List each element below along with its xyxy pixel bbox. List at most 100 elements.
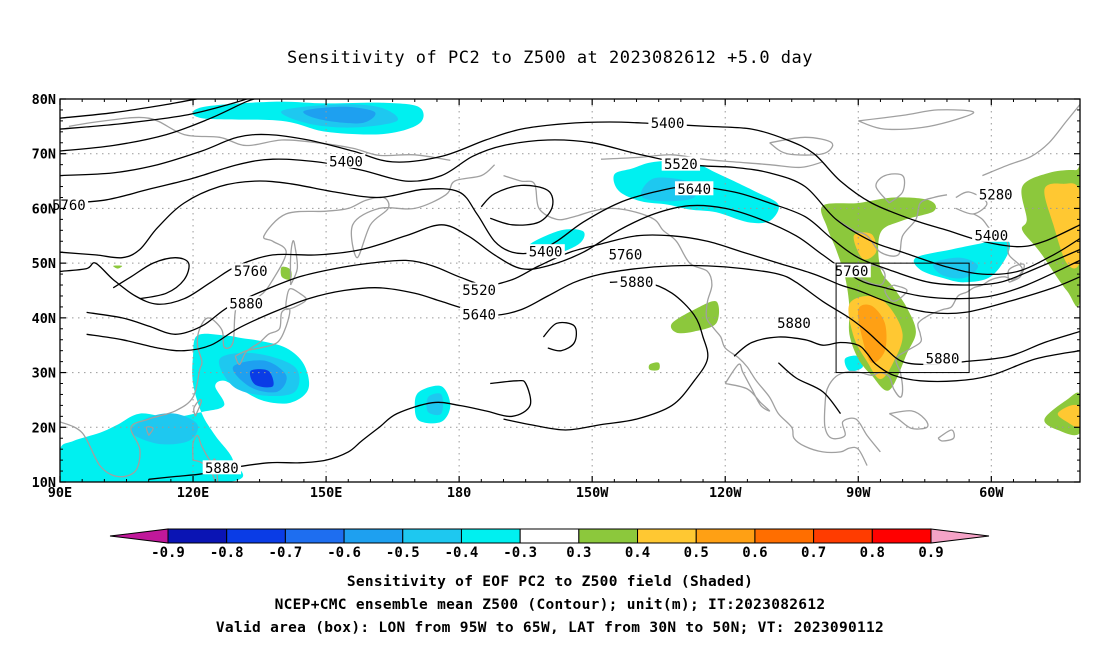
lon-label-120: 120E — [177, 485, 210, 501]
colorbar-segment-8 — [637, 528, 697, 544]
colorbar-arrow-left — [109, 528, 169, 544]
lon-label-210: 150W — [576, 485, 609, 501]
coastline-8 — [823, 213, 1023, 453]
colorbar-segment-2 — [284, 528, 345, 544]
map-frame — [59, 98, 1081, 483]
caption-valid-area: Valid area (box): LON from 95W to 65W, L… — [215, 620, 885, 636]
shading-neg-weak-15 — [844, 355, 864, 372]
lon-label-300: 60W — [979, 485, 1004, 501]
colorbar-label-9: 0.5 — [684, 545, 709, 561]
coastline-12 — [848, 264, 886, 286]
z500-contour-7 — [60, 204, 1080, 305]
colorbar-segment-10 — [754, 528, 815, 544]
z500-contour-15 — [777, 362, 842, 415]
coastline-22 — [724, 363, 771, 412]
contour-label-10: 5760 — [234, 264, 268, 280]
coastline-9 — [888, 410, 929, 430]
contour-label-5: 5400 — [329, 154, 363, 170]
colorbar-label-10: 0.6 — [742, 545, 767, 561]
lat-label-20: 20N — [32, 420, 56, 436]
contour-label-0: 5400 — [651, 116, 685, 132]
coastline-10 — [937, 429, 955, 442]
contour-label-6: 5400 — [529, 245, 563, 261]
contour-label-16: 5880 — [926, 351, 960, 367]
colorbar-label-12: 0.8 — [860, 545, 885, 561]
lat-label-70: 70N — [32, 147, 56, 163]
figure-title: Sensitivity of PC2 to Z500 at 2023082612… — [286, 48, 813, 68]
contour-label-bg-14 — [832, 263, 871, 278]
colorbar-segment-12 — [871, 528, 932, 544]
lat-label-50: 50N — [32, 256, 56, 272]
caption-shaded: Sensitivity of EOF PC2 to Z500 field (Sh… — [346, 574, 754, 590]
coastline-1 — [234, 308, 291, 366]
shading-neg-mid-14 — [426, 393, 444, 416]
contour-label-1: 5520 — [664, 157, 698, 173]
lon-label-150: 150E — [310, 485, 343, 501]
colorbar-label-6: -0.3 — [503, 545, 537, 561]
contour-label-4: 5400 — [974, 228, 1008, 244]
lat-label-80: 80N — [32, 92, 56, 108]
contour-label-17: 5880 — [205, 461, 239, 477]
contour-label-bg-16 — [923, 350, 962, 365]
coastline-21 — [68, 116, 451, 161]
colorbar-segment-1 — [226, 528, 286, 544]
lon-label-90: 90E — [48, 485, 72, 501]
coastline-0 — [60, 164, 496, 478]
contour-label-15: 5880 — [777, 316, 811, 332]
shading-pos-mid-21 — [1044, 183, 1080, 269]
contour-label-9: 5760 — [52, 198, 86, 214]
colorbar-label-2: -0.7 — [269, 545, 303, 561]
contour-label-2: 5640 — [677, 182, 711, 198]
lon-label-270: 90W — [846, 485, 871, 501]
lat-label-40: 40N — [32, 311, 56, 327]
z500-contour-14 — [733, 336, 1080, 383]
z500-contour-8 — [112, 257, 190, 300]
contour-label-11: 5880 — [229, 297, 263, 313]
contour-label-bg-0 — [648, 115, 687, 130]
colorbar-segment-9 — [695, 528, 756, 544]
colorbar-arrow-right — [930, 528, 990, 544]
shading-pos-weak-26 — [648, 362, 660, 371]
contour-label-bg-17 — [202, 460, 242, 475]
colorbar-label-7: 0.3 — [566, 545, 591, 561]
z500-contour-3 — [60, 121, 1080, 248]
contour-label-bg-13 — [459, 307, 499, 322]
contour-label-bg-4 — [972, 227, 1011, 242]
coastline-18 — [600, 154, 823, 169]
colorbar-label-1: -0.8 — [210, 545, 244, 561]
colorbar-segment-5 — [460, 528, 521, 544]
shading-pos-weak-25 — [280, 266, 292, 280]
colorbar: -0.9 -0.8 -0.7 -0.6 -0.5 -0.4 -0.3 0.3 0.4 0.5 0.6… — [109, 528, 990, 561]
coastline-outlines — [60, 104, 1080, 482]
colorbar-label-3: -0.6 — [327, 545, 361, 561]
shading-pos-weak-27 — [113, 265, 123, 269]
shading-neg-max-11 — [249, 369, 274, 388]
gridlines — [60, 99, 1080, 482]
contour-label-bg-11 — [227, 296, 266, 311]
contour-label-bg-7 — [606, 246, 645, 261]
colorbar-segment-4 — [402, 528, 462, 544]
colorbar-segment-11 — [813, 528, 873, 544]
shading-pos-weak-16 — [820, 197, 936, 391]
z500-contour-9 — [86, 234, 1080, 335]
z500-contour-11 — [503, 280, 709, 431]
contour-label-bg-12 — [459, 282, 499, 297]
contour-label-bg-2 — [674, 181, 714, 196]
colorbar-label-8: 0.4 — [625, 545, 650, 561]
lat-label-30: 30N — [32, 366, 56, 382]
contour-label-bg-8 — [617, 274, 656, 289]
lat-label-60: 60N — [32, 201, 56, 217]
colorbar-label-11: 0.7 — [801, 545, 826, 561]
colorbar-label-0: -0.9 — [151, 545, 185, 561]
coastline-15 — [875, 173, 906, 204]
coastline-5 — [145, 426, 154, 436]
colorbar-segment-0 — [167, 528, 228, 544]
valid-area-box — [835, 262, 970, 374]
contour-label-3: 5280 — [979, 187, 1013, 203]
contour-label-bg-10 — [231, 263, 270, 278]
caption-contour: NCEP+CMC ensemble mean Z500 (Contour); u… — [274, 597, 826, 613]
z500-contour-10 — [86, 264, 1080, 366]
shading-neg-mid-12 — [130, 413, 199, 445]
